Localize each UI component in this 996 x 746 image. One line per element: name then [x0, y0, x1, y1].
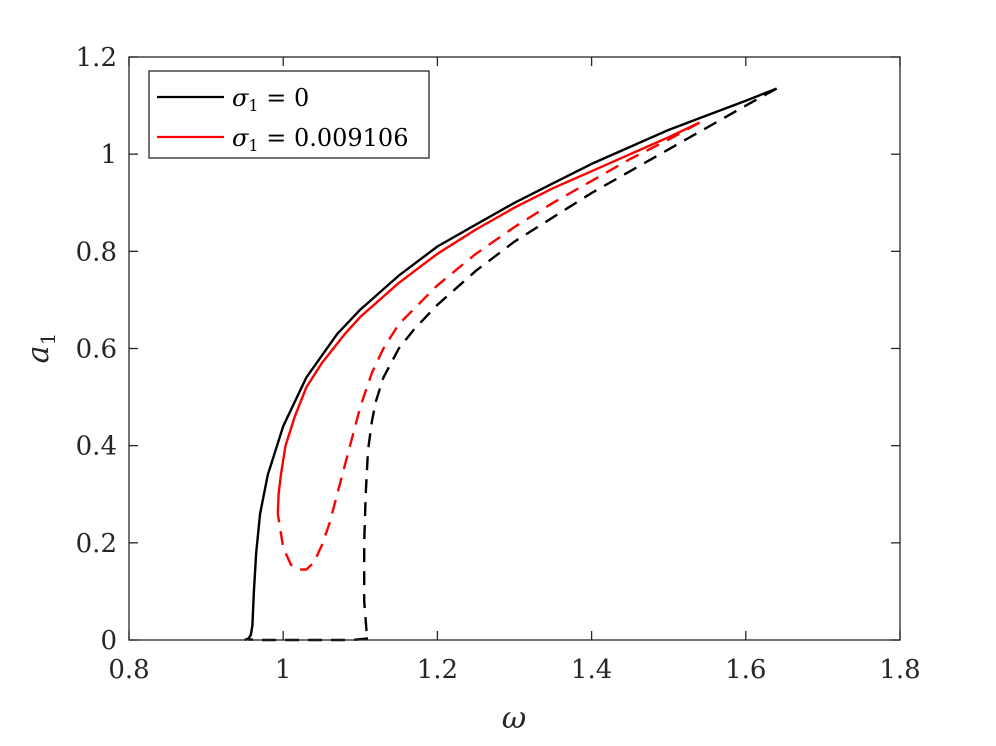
ticks	[128, 56, 901, 641]
y-axis-label-main: a	[21, 345, 56, 363]
x-tick-label: 0.8	[108, 655, 149, 685]
series-line-0-solid	[244, 87, 778, 642]
tick-labels: 0.8 1 1.2 1.4 1.6 1.8 0 0.2 0.4 0.6 0.8 1 1.2	[76, 43, 921, 685]
legend-sigma-1-value: = 0.009106	[259, 124, 409, 152]
series-line-4-dashed	[276, 121, 701, 571]
legend-sigma-1-symbol: σ	[232, 124, 249, 152]
y-tick-label: 0.8	[76, 237, 117, 267]
series-line-1-dashed	[363, 87, 778, 639]
y-tick-label: 1	[100, 140, 117, 170]
legend-sigma-0-sub: 1	[248, 96, 258, 115]
series-line-3-solid	[276, 121, 701, 514]
y-tick-label: 1.2	[76, 43, 117, 73]
legend-label-sigma-1: σ1 = 0.009106	[232, 124, 408, 155]
x-tick-label: 1.6	[725, 655, 766, 685]
y-axis-label-sub: 1	[36, 333, 60, 346]
y-axis-label-group: a1	[21, 333, 60, 364]
legend-sigma-0-value: = 0	[259, 84, 310, 112]
x-axis-label: ω	[502, 701, 526, 736]
x-tick-label: 1.8	[879, 655, 920, 685]
legend-sigma-0-symbol: σ	[232, 84, 249, 112]
y-tick-label: 0.4	[76, 432, 117, 462]
y-tick-label: 0.6	[76, 335, 117, 365]
x-tick-label: 1.4	[571, 655, 612, 685]
y-tick-label: 0	[100, 626, 117, 656]
y-axis-label: a1	[21, 333, 60, 364]
legend-sigma-1-sub: 1	[248, 136, 258, 155]
y-tick-label: 0.2	[76, 529, 117, 559]
legend: σ1 = 0 σ1 = 0.009106	[148, 70, 430, 159]
legend-label-sigma-0: σ1 = 0	[232, 84, 309, 115]
x-tick-label: 1.2	[417, 655, 458, 685]
plot-lines	[244, 87, 778, 642]
legend-box	[148, 70, 430, 159]
x-tick-label: 1	[275, 655, 292, 685]
